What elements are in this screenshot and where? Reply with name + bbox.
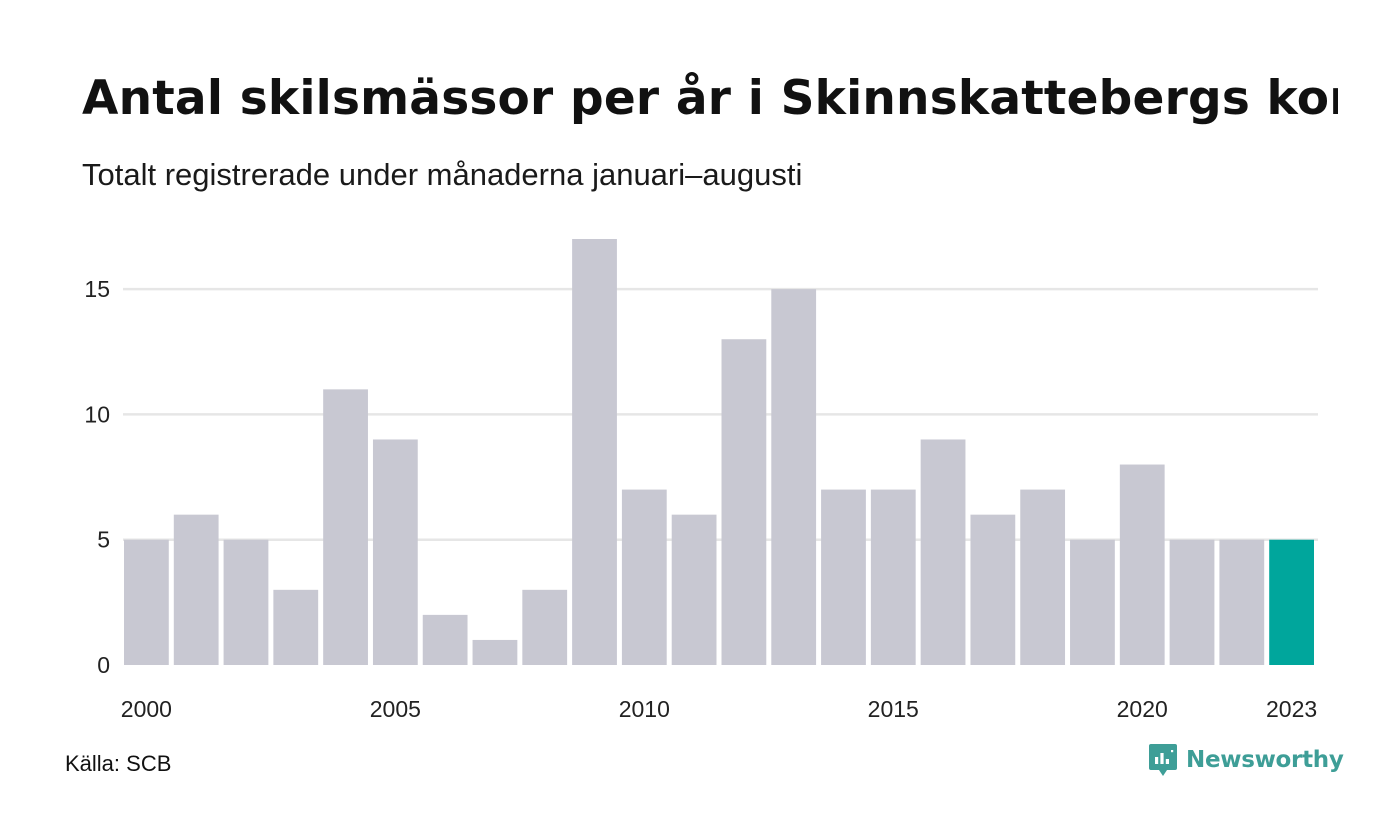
page-title: Antal skilsmässor per år i Skinnskattebe… xyxy=(82,71,1338,126)
bar-2006 xyxy=(422,614,468,665)
bar-2018 xyxy=(1020,489,1066,665)
bar-2014 xyxy=(821,489,866,665)
bar-2022 xyxy=(1219,539,1265,665)
bar-2023 xyxy=(1269,539,1314,665)
bar-2000 xyxy=(124,539,169,665)
brand-logo: Newsworthy xyxy=(1148,742,1344,778)
bar-2007 xyxy=(472,639,518,665)
y-axis-ticks: 0 5 10 15 xyxy=(84,276,110,678)
bar-2016 xyxy=(920,439,966,665)
x-tick-label: 2010 xyxy=(619,696,670,722)
bar-2013 xyxy=(771,289,817,665)
x-tick-label: 2023 xyxy=(1266,696,1317,722)
x-tick-label: 2020 xyxy=(1117,696,1168,722)
bar-2001 xyxy=(173,514,219,665)
bar-2015 xyxy=(870,489,916,665)
y-tick-label: 5 xyxy=(97,527,110,553)
bar-2017 xyxy=(970,514,1016,665)
x-tick-label: 2005 xyxy=(370,696,421,722)
bars xyxy=(124,239,1314,665)
bar-2012 xyxy=(721,339,767,665)
brand-name: Newsworthy xyxy=(1186,747,1344,773)
y-tick-label: 15 xyxy=(84,276,110,302)
source-label: Källa: SCB xyxy=(65,751,172,776)
x-axis-ticks: 2000 2005 2010 2015 2020 2023 xyxy=(121,696,1317,722)
x-tick-label: 2000 xyxy=(121,696,172,722)
bar-2011 xyxy=(671,514,717,665)
newsworthy-logo-icon xyxy=(1149,744,1177,776)
bar-2010 xyxy=(621,489,667,665)
grid-lines xyxy=(123,287,1318,541)
bar-2008 xyxy=(522,589,568,665)
page-subtitle: Totalt registrerade under månaderna janu… xyxy=(82,157,803,192)
bar-2020 xyxy=(1119,464,1165,665)
x-tick-label: 2015 xyxy=(868,696,919,722)
y-tick-label: 0 xyxy=(97,652,110,678)
bar-2002 xyxy=(223,539,269,665)
bar-2003 xyxy=(273,589,319,665)
bar-2005 xyxy=(372,439,418,665)
bar-2021 xyxy=(1169,539,1215,665)
bar-2019 xyxy=(1070,539,1115,665)
bar-2009 xyxy=(572,239,617,665)
y-tick-label: 10 xyxy=(84,401,110,427)
bar-2004 xyxy=(323,389,368,665)
